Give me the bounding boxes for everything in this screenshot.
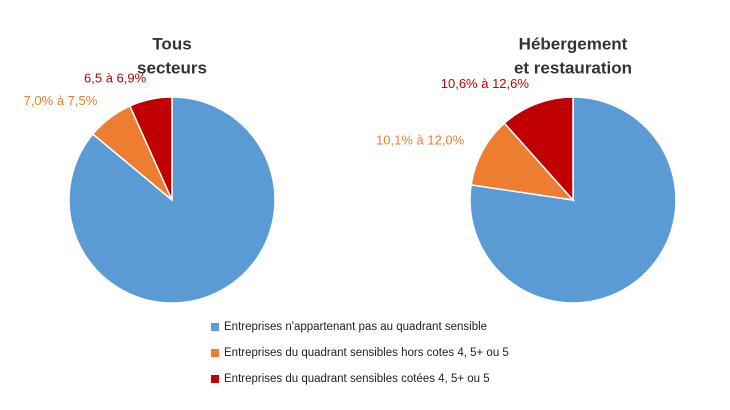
data-label: 6,5 à 6,9% [84, 71, 147, 86]
chart-title: Tous [152, 34, 191, 53]
chart-title: et restauration [514, 58, 632, 77]
pie-slice [128, 96, 173, 201]
pie-slice [503, 96, 574, 202]
pie-slice [470, 122, 575, 202]
data-label: 10,6% à 12,6% [441, 76, 530, 91]
data-label: 7,0% à 7,5% [24, 93, 98, 108]
legend-label: Entreprises n'appartenant pas au quadran… [224, 321, 487, 333]
pie-slice [469, 96, 677, 304]
legend-swatch [211, 349, 219, 357]
legend-swatch [211, 375, 219, 383]
legend-label: Entreprises du quadrant sensibles cotées… [224, 373, 490, 385]
data-label: 10,1% à 12,0% [376, 133, 465, 148]
legend-label: Entreprises du quadrant sensibles hors c… [224, 347, 509, 359]
chart-title: secteurs [137, 58, 207, 77]
legend-swatch [211, 323, 219, 331]
chart-title: Hébergement [519, 34, 628, 53]
